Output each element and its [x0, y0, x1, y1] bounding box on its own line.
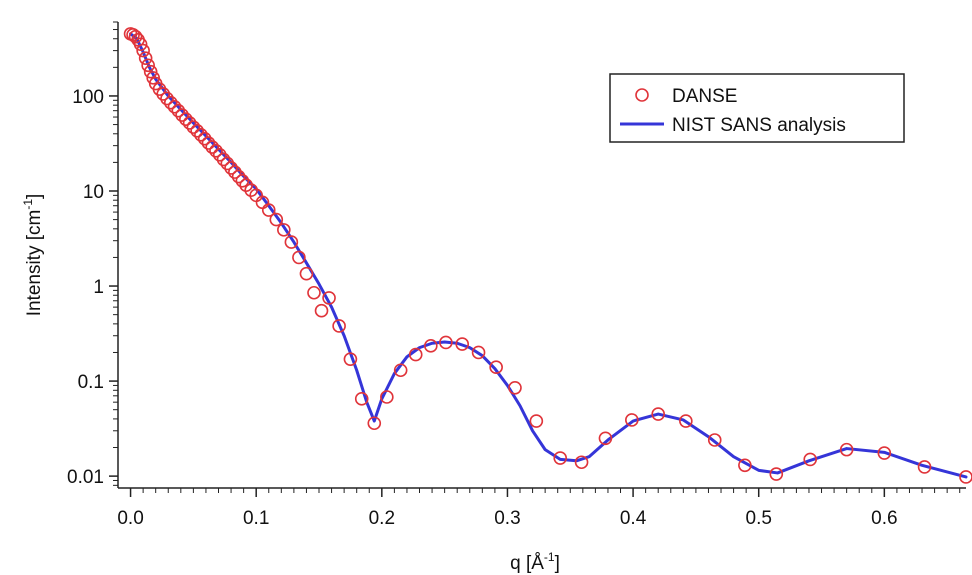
data-point-danse [216, 152, 231, 167]
data-point-danse [136, 43, 150, 58]
data-point-danse [343, 352, 358, 366]
data-point-danse [354, 392, 369, 406]
data-point-danse [651, 407, 666, 421]
data-point-danse [179, 112, 193, 126]
data-point-danse [235, 174, 250, 188]
x-tick-label: 0.2 [369, 508, 395, 529]
data-point-danse [408, 347, 423, 362]
data-point-danse [220, 156, 235, 171]
data-point-danse [212, 148, 227, 162]
data-point-danse [489, 360, 503, 375]
data-point-danse [175, 108, 189, 122]
data-point-danse [322, 291, 336, 305]
legend-label-danse: DANSE [672, 86, 737, 107]
data-point-danse [194, 128, 208, 142]
data-point-danse [625, 413, 639, 427]
data-point-danse [205, 140, 220, 154]
legend-box [609, 73, 905, 143]
data-point-danse [367, 416, 382, 431]
data-point-danse [314, 303, 329, 318]
data-point-danse [167, 99, 182, 114]
data-point-danse [553, 451, 568, 465]
data-point-danse [126, 27, 140, 42]
data-point-danse [332, 319, 346, 333]
data-point-danse [679, 414, 693, 428]
data-point-danse [574, 455, 589, 470]
y-tick-label: 0.1 [78, 372, 104, 393]
data-point-danse [277, 223, 291, 237]
data-point-danse [141, 58, 155, 73]
data-point-danse [156, 87, 171, 101]
data-point-danse [959, 470, 972, 484]
y-tick-label: 0.01 [67, 467, 104, 488]
data-point-danse [471, 345, 486, 360]
y-tick-label: 100 [72, 87, 104, 108]
data-point-danse [171, 103, 186, 118]
data-point-danse [228, 165, 242, 179]
data-point-danse [292, 250, 306, 265]
data-point-danse [190, 123, 204, 138]
data-point-danse [424, 339, 438, 353]
data-point-danse [269, 212, 284, 227]
x-axis-label: q [Å-1] [510, 550, 560, 574]
data-point-danse [393, 363, 408, 378]
data-point-danse [239, 178, 253, 193]
x-tick-label: 0.5 [746, 508, 772, 529]
data-point-danse [231, 169, 246, 184]
y-tick-label: 10 [83, 182, 104, 203]
data-point-danse [209, 143, 223, 158]
data-point-danse [133, 37, 148, 52]
data-point-danse [529, 414, 544, 428]
x-tick-label: 0.6 [871, 508, 897, 529]
x-axis-ticks: 0.0 0.1 0.2 0.3 0.4 0.5 0.6 [117, 488, 961, 529]
data-point-danse [707, 433, 722, 447]
data-point-danse [201, 136, 216, 150]
data-point-danse [197, 131, 212, 146]
data-point-danse [163, 95, 178, 110]
data-point-danse [138, 51, 153, 65]
x-tick-label: 0.4 [620, 508, 647, 529]
data-point-danse [284, 235, 299, 249]
data-point-danse [186, 120, 201, 134]
legend: DANSE NIST SANS analysis [609, 73, 905, 143]
data-point-danse [261, 203, 276, 217]
data-point-danse [839, 442, 854, 457]
y-tick-label: 1 [93, 277, 104, 298]
data-point-danse [803, 452, 818, 467]
y-axis-ticks: 0.01 0.1 1 10 100 [67, 21, 118, 488]
data-point-danse [598, 431, 613, 446]
data-point-danse [455, 337, 470, 351]
data-point-danse [738, 458, 752, 473]
data-point-danse [160, 91, 174, 106]
legend-label-nist: NIST SANS analysis [672, 115, 846, 136]
data-point-danse [182, 116, 197, 130]
data-point-danse [917, 460, 932, 474]
data-point-danse [299, 266, 314, 281]
data-point-danse [508, 380, 522, 395]
x-tick-label: 0.0 [117, 508, 143, 529]
plot-frame [117, 22, 966, 489]
x-tick-label: 0.1 [243, 508, 269, 529]
data-point-danse [439, 335, 453, 350]
data-point-danse [224, 161, 238, 175]
legend-marker-danse [635, 88, 649, 102]
data-point-danse [307, 285, 321, 300]
data-point-danse [380, 390, 394, 404]
x-tick-label: 0.3 [494, 508, 520, 529]
y-axis-label: Intensity [cm-1] [21, 194, 45, 317]
marker-series-layer [123, 27, 972, 484]
data-point-danse [769, 467, 784, 481]
data-point-danse [877, 446, 892, 460]
data-point-danse [143, 64, 158, 79]
